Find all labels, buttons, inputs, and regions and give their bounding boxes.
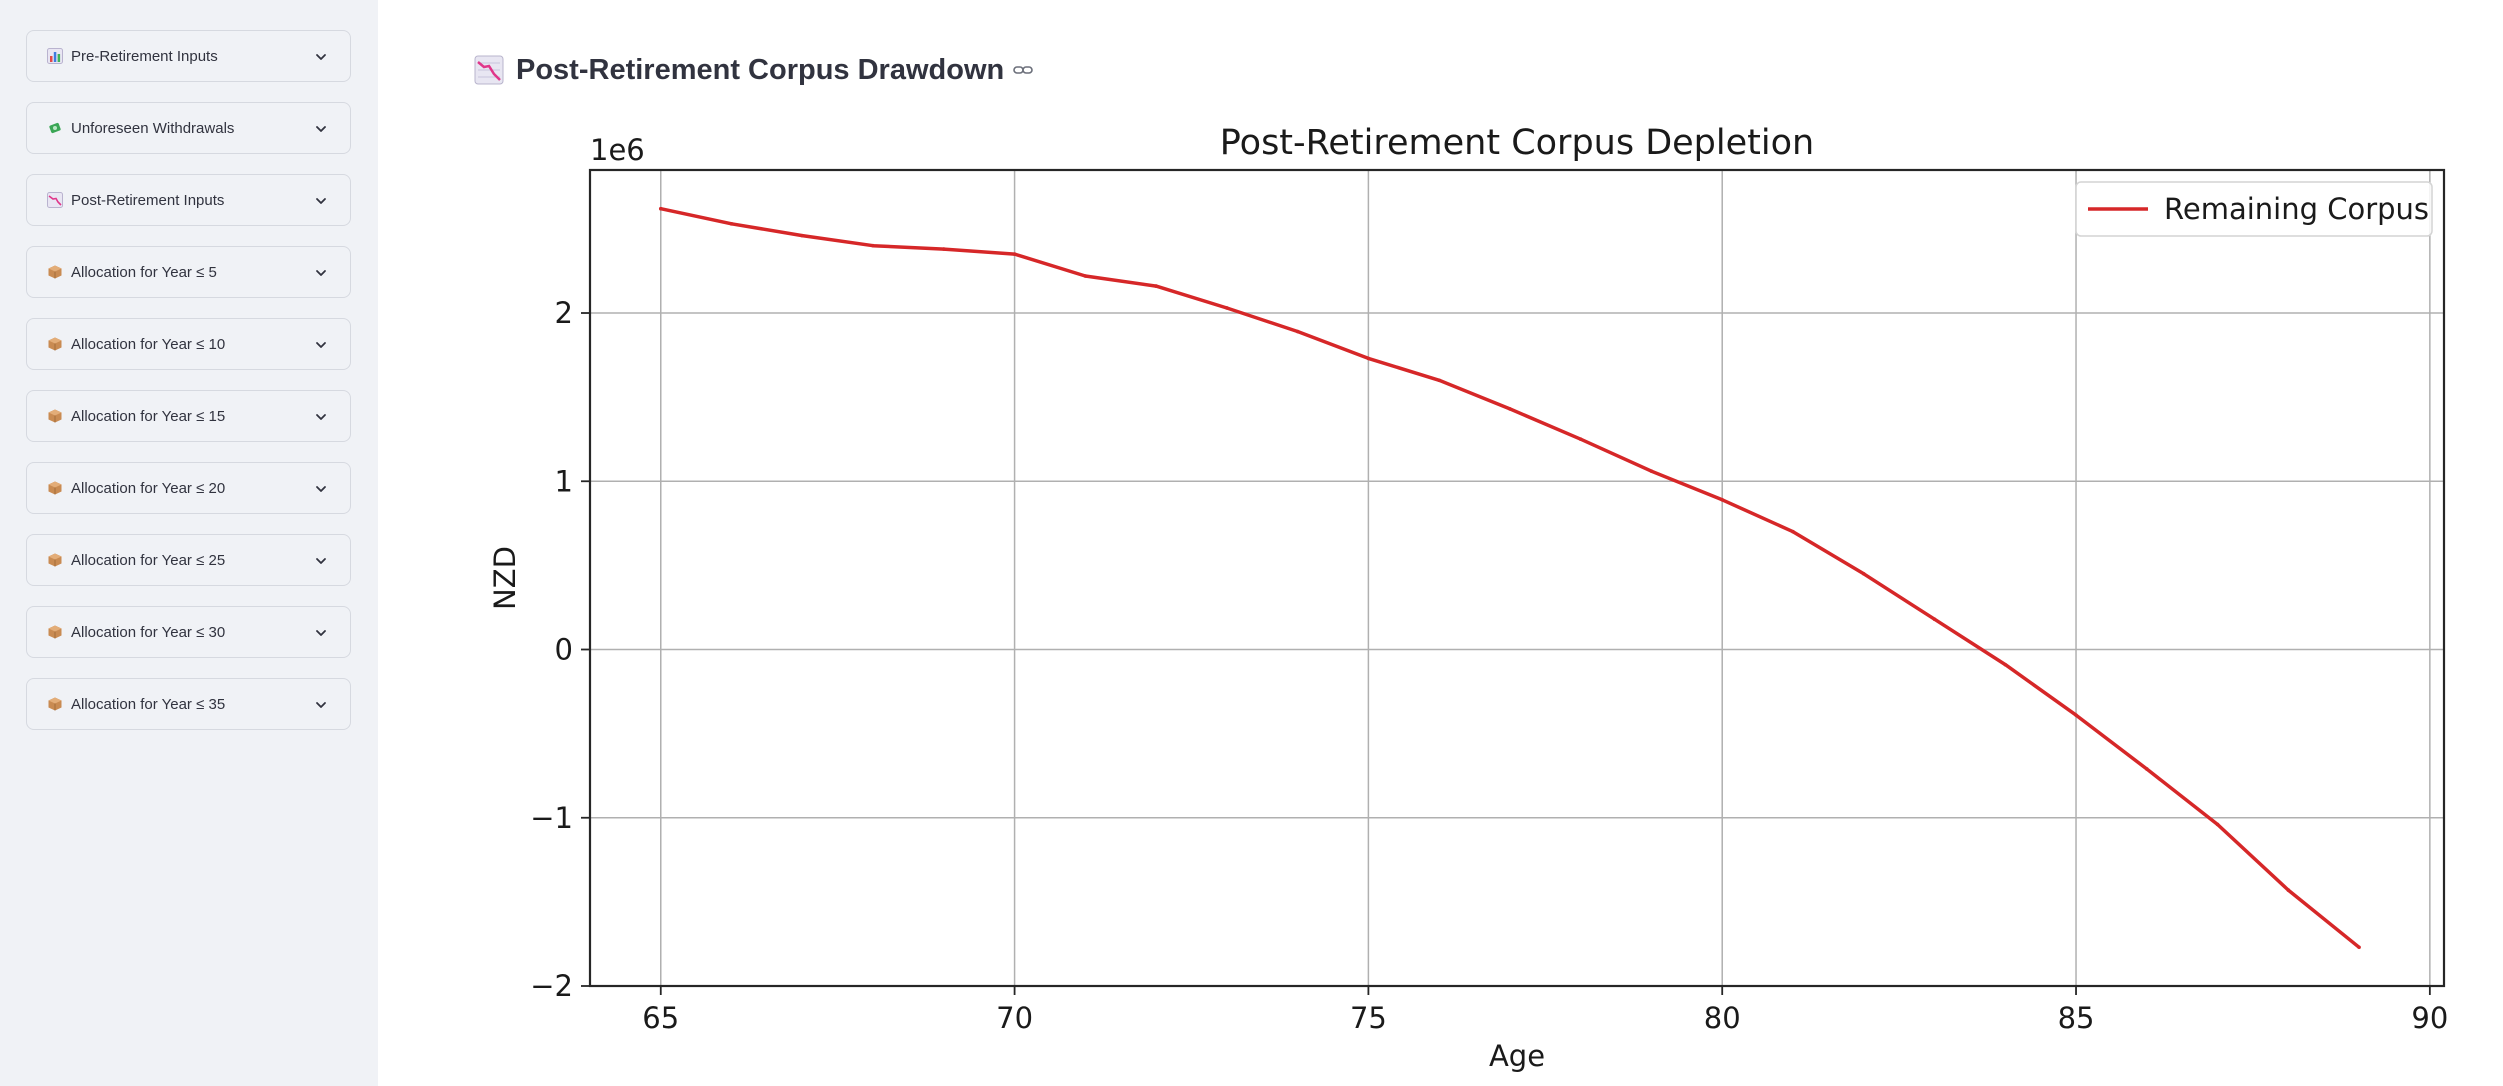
line-chart: 65 70 75 80 85 90 2 1 0 −1 −2 Post-Retirement Corpu…: [488, 123, 2448, 1073]
chevron-down-icon: [314, 49, 328, 63]
sidebar-expander[interactable]: Allocation for Year ≤ 10: [26, 318, 351, 370]
data-point: [1649, 469, 1654, 473]
data-point: [2286, 888, 2291, 892]
data-point: [1508, 407, 1512, 411]
expander-label: Allocation for Year ≤ 20: [71, 479, 226, 497]
anchor-link-icon[interactable]: [1012, 59, 1034, 81]
x-tick-label: 85: [2058, 1001, 2095, 1035]
chart-decreasing-icon: [474, 55, 504, 85]
y-tick-label: 2: [555, 296, 573, 330]
package-icon: [47, 336, 63, 352]
money-wings-icon: [47, 120, 63, 136]
chevron-down-icon: [314, 337, 328, 351]
chevron-down-icon: [314, 265, 328, 279]
package-icon: [47, 552, 63, 568]
x-tick-label: 70: [996, 1001, 1033, 1035]
package-icon: [47, 696, 63, 712]
chevron-down-icon: [314, 553, 328, 567]
expander-label: Allocation for Year ≤ 15: [71, 407, 226, 425]
series-line-remaining-corpus: [660, 206, 2361, 949]
data-point: [729, 222, 734, 226]
chevron-down-icon: [314, 121, 328, 135]
data-point: [658, 206, 663, 211]
expander-label: Allocation for Year ≤ 35: [71, 695, 226, 713]
data-point: [871, 243, 875, 248]
sidebar-expander[interactable]: Allocation for Year ≤ 5: [26, 246, 351, 298]
package-icon: [47, 264, 63, 280]
data-point: [942, 247, 946, 251]
package-icon: [47, 624, 63, 640]
chevron-down-icon: [314, 193, 328, 207]
sidebar-expander[interactable]: Pre-Retirement Inputs: [26, 30, 351, 82]
expander-label: Allocation for Year ≤ 30: [71, 623, 226, 641]
expander-label: Pre-Retirement Inputs: [71, 47, 218, 65]
package-icon: [47, 480, 63, 496]
y-scale-factor-label: 1e6: [590, 133, 645, 167]
sidebar-expander[interactable]: Allocation for Year ≤ 25: [26, 534, 351, 586]
chart-title: Post-Retirement Corpus Depletion: [1220, 123, 1814, 163]
expander-label: Unforeseen Withdrawals: [71, 119, 235, 137]
data-point: [1083, 274, 1088, 278]
data-point: [2357, 945, 2361, 950]
x-tick-label: 80: [1704, 1001, 1741, 1035]
sidebar-expander[interactable]: Allocation for Year ≤ 35: [26, 678, 351, 730]
data-point: [2003, 662, 2008, 667]
data-point: [2215, 822, 2220, 827]
bar-chart-icon: [47, 48, 63, 64]
y-axis-label: NZD: [488, 546, 522, 610]
data-point: [1225, 306, 1229, 310]
data-point: [1578, 437, 1583, 441]
data-point: [1720, 497, 1725, 502]
x-tick-label: 75: [1350, 1001, 1387, 1035]
data-point: [2144, 767, 2149, 771]
expander-label: Allocation for Year ≤ 10: [71, 335, 226, 353]
data-point: [1932, 617, 1937, 622]
chevron-down-icon: [314, 481, 328, 495]
y-tick-label: −1: [530, 801, 573, 835]
y-tick-label: 1: [555, 464, 573, 498]
main-content: Post-Retirement Corpus Drawdown 65 70 75 80…: [378, 0, 2503, 1086]
x-axis-label: Age: [1489, 1039, 1545, 1073]
chevron-down-icon: [314, 625, 328, 639]
sidebar: Pre-Retirement Inputs Unforeseen Withdraw…: [0, 0, 378, 1086]
chart-decreasing-icon: [47, 192, 63, 208]
data-point: [1366, 356, 1371, 361]
plot-frame: [588, 168, 2446, 988]
data-point: [1012, 252, 1017, 256]
x-tick-label: 90: [2411, 1001, 2448, 1035]
sidebar-expander[interactable]: Allocation for Year ≤ 20: [26, 462, 351, 514]
x-tick-label: 65: [642, 1001, 679, 1035]
sidebar-expander[interactable]: Allocation for Year ≤ 30: [26, 606, 351, 658]
y-tick-label: −2: [530, 969, 573, 1003]
section-title: Post-Retirement Corpus Drawdown: [516, 53, 1005, 86]
data-point: [800, 233, 805, 238]
sidebar-expander[interactable]: Post-Retirement Inputs: [26, 174, 351, 226]
data-point: [1791, 529, 1795, 534]
expander-label: Allocation for Year ≤ 25: [71, 551, 226, 569]
sidebar-expander[interactable]: Allocation for Year ≤ 15: [26, 390, 351, 442]
chevron-down-icon: [314, 697, 328, 711]
sidebar-expander[interactable]: Unforeseen Withdrawals: [26, 102, 351, 154]
data-point: [1154, 284, 1158, 288]
expander-label: Allocation for Year ≤ 5: [71, 263, 217, 281]
data-point: [1861, 571, 1866, 576]
data-point: [2074, 713, 2078, 717]
section-header: Post-Retirement Corpus Drawdown: [474, 50, 1034, 90]
legend-box: [2075, 181, 2433, 237]
package-icon: [47, 408, 63, 424]
chevron-down-icon: [314, 409, 328, 423]
data-point: [1437, 378, 1441, 383]
legend-label: Remaining Corpus: [2164, 192, 2429, 226]
data-point: [1295, 329, 1300, 334]
y-tick-label: 0: [555, 633, 573, 667]
expander-label: Post-Retirement Inputs: [71, 191, 225, 209]
